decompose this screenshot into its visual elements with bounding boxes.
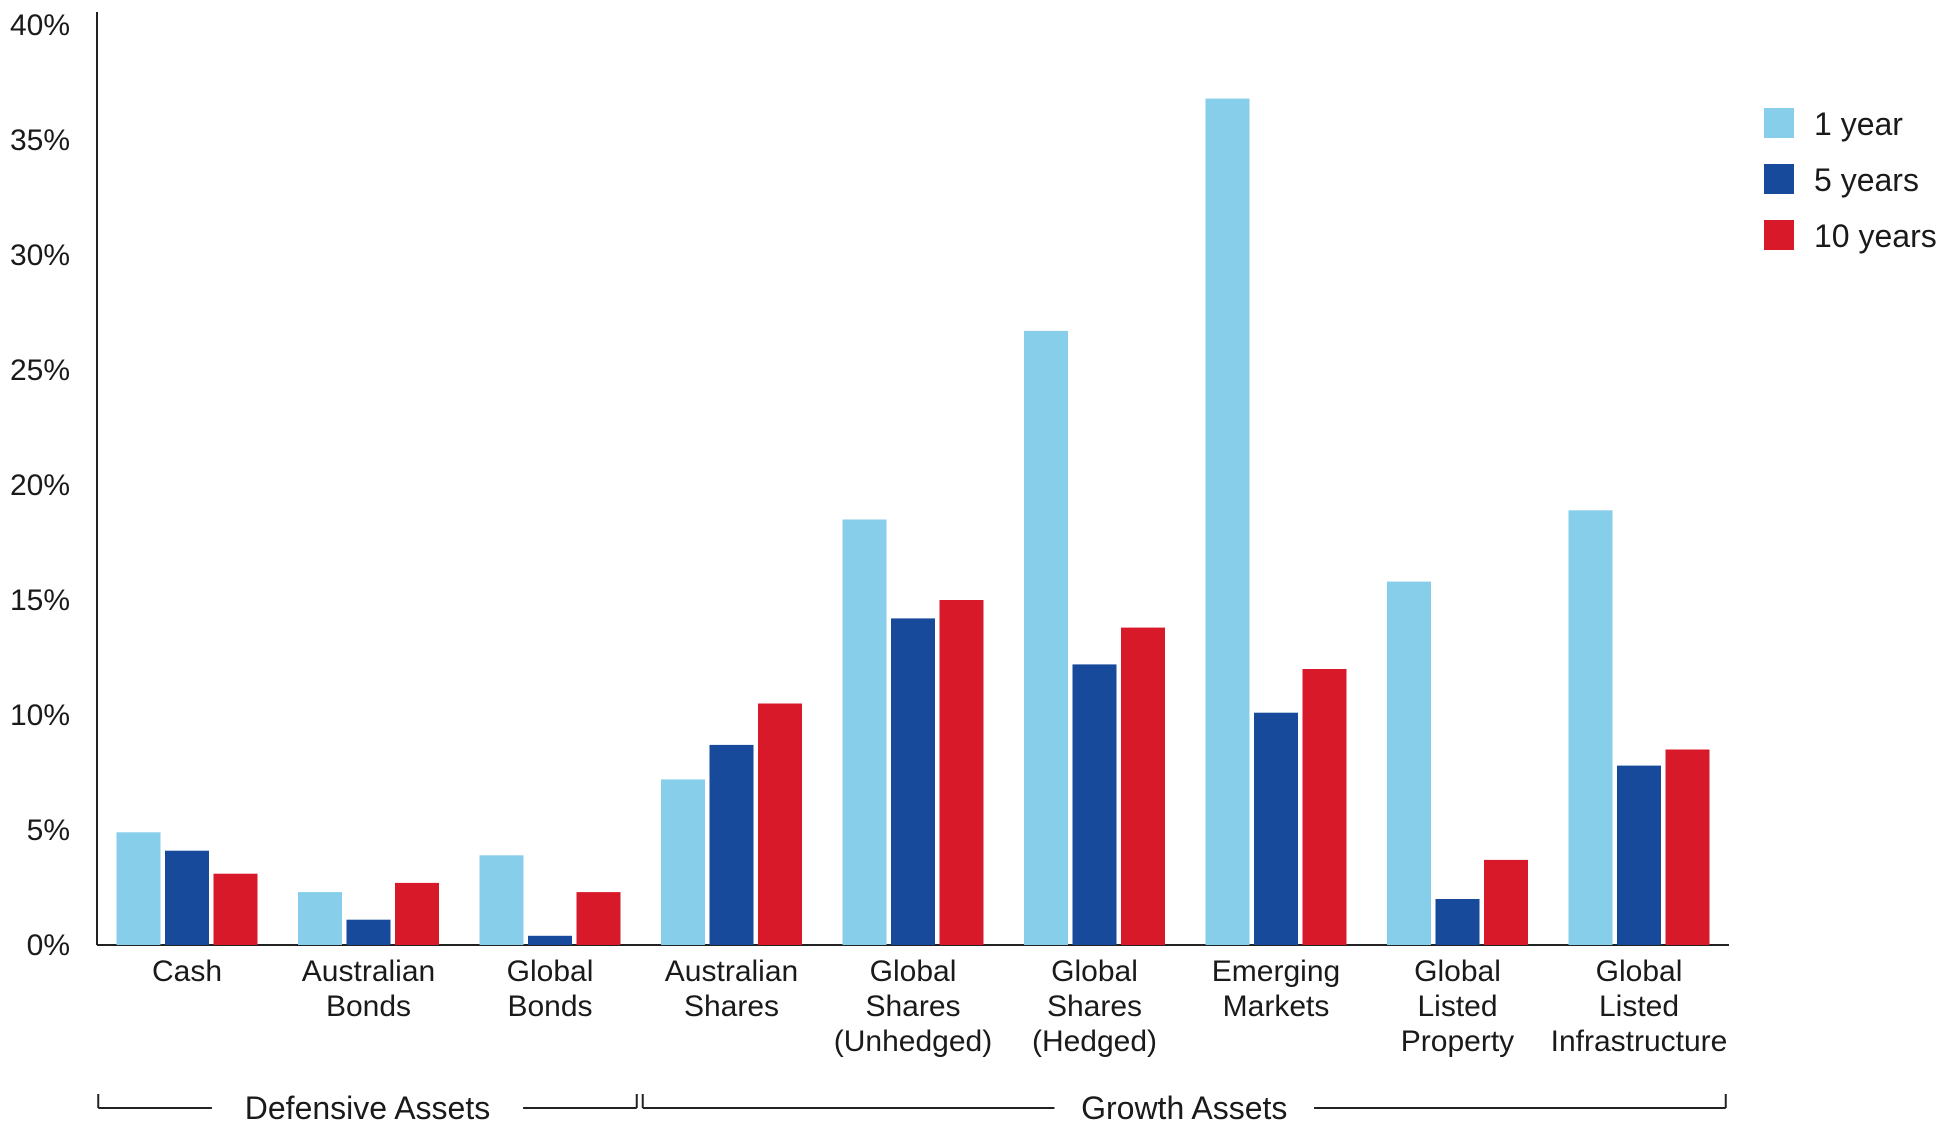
legend-swatch [1764, 220, 1794, 250]
bar [1665, 749, 1710, 945]
bar [479, 855, 524, 945]
bar [1484, 859, 1528, 945]
x-tick-label: Cash [152, 955, 222, 988]
y-tick-label: 5% [27, 814, 70, 847]
bar [1435, 899, 1480, 945]
y-tick-label: 30% [10, 239, 70, 272]
x-tick-label: Bonds [326, 990, 411, 1023]
bar [939, 600, 984, 945]
bar [1254, 712, 1298, 945]
bar [298, 892, 342, 945]
x-tick-label: Markets [1223, 990, 1330, 1023]
y-tick-label: 0% [27, 929, 70, 962]
x-tick-label: Property [1401, 1025, 1514, 1058]
legend-swatch [1764, 108, 1794, 138]
y-tick-label: 15% [10, 584, 70, 617]
x-tick-label: (Unhedged) [834, 1025, 992, 1058]
group-label: Defensive Assets [245, 1090, 490, 1125]
x-tick-label: Shares [865, 990, 960, 1023]
bar [528, 935, 572, 945]
y-tick-label: 40% [10, 9, 70, 42]
bar [1072, 664, 1117, 945]
bar [1024, 330, 1068, 945]
bar [1387, 581, 1431, 945]
bar [346, 919, 391, 945]
bar [661, 779, 705, 945]
x-tick-label: Infrastructure [1551, 1025, 1728, 1058]
x-tick-label: Listed [1599, 990, 1679, 1023]
bar [395, 882, 439, 945]
legend-label: 10 years [1814, 218, 1937, 254]
x-tick-label: Global [507, 955, 594, 988]
bar [1568, 510, 1613, 945]
x-tick-label: Shares [1047, 990, 1142, 1023]
x-tick-label: Listed [1417, 990, 1497, 1023]
y-tick-label: 25% [10, 354, 70, 387]
legend-label: 5 years [1814, 162, 1919, 198]
legend-label: 1 year [1814, 106, 1903, 142]
bar [213, 873, 258, 945]
y-tick-label: 20% [10, 469, 70, 502]
x-tick-label: Australian [665, 955, 798, 988]
bar [842, 519, 887, 945]
legend-swatch [1764, 164, 1794, 194]
bar [165, 850, 209, 945]
bar [116, 832, 161, 945]
bar [1121, 627, 1165, 945]
x-tick-label: Australian [302, 955, 435, 988]
bar [1302, 669, 1347, 945]
x-tick-label: Global [870, 955, 957, 988]
x-tick-label: Bonds [507, 990, 592, 1023]
bar [891, 618, 935, 945]
bar [709, 744, 754, 945]
x-tick-label: (Hedged) [1032, 1025, 1157, 1058]
x-tick-label: Shares [684, 990, 779, 1023]
x-tick-label: Emerging [1212, 955, 1340, 988]
y-tick-label: 35% [10, 124, 70, 157]
bar [1617, 765, 1661, 945]
x-tick-label: Global [1596, 955, 1683, 988]
bar [576, 892, 621, 945]
bar [1205, 98, 1250, 946]
bar [758, 703, 802, 945]
x-tick-label: Global [1051, 955, 1138, 988]
y-tick-label: 10% [10, 699, 70, 732]
group-label: Growth Assets [1081, 1090, 1287, 1125]
x-tick-label: Global [1414, 955, 1501, 988]
